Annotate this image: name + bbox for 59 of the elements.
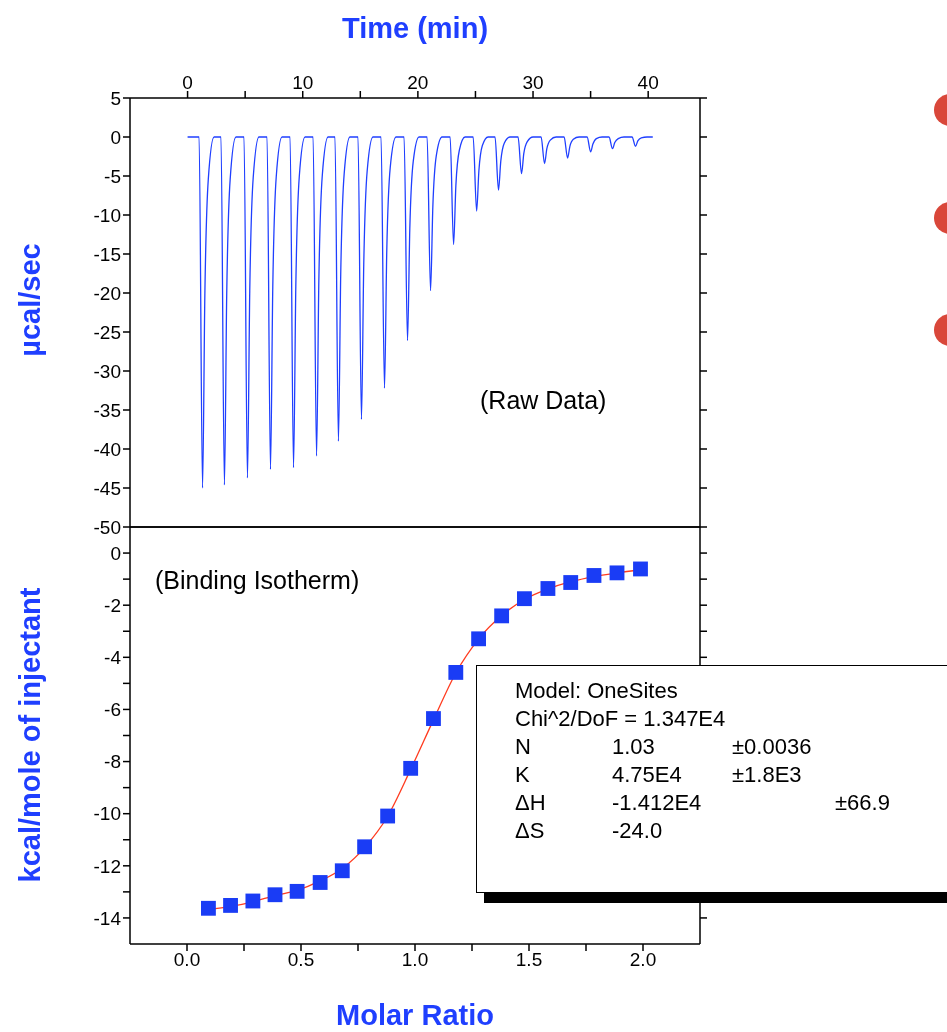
y-tick-label: -25 [93, 321, 121, 343]
x-tick-label: 40 [637, 72, 659, 93]
point [633, 561, 648, 577]
y-tick-label: -15 [93, 243, 121, 265]
y-tick-label: 0 [110, 542, 121, 564]
y-tick-label: -10 [93, 204, 121, 226]
annotation: (Raw Data) [480, 386, 607, 415]
point [403, 760, 419, 776]
x-tick-label: 2.0 [629, 949, 657, 971]
y-tick-label: -2 [104, 594, 121, 616]
y-tick-label: -4 [104, 647, 122, 669]
y-tick-label: -30 [93, 360, 121, 382]
x-tick-label: 30 [522, 72, 544, 93]
point [357, 839, 373, 855]
point [267, 887, 283, 903]
point [540, 581, 556, 596]
point [289, 883, 305, 899]
y-tick-label: -8 [104, 751, 121, 773]
point [494, 608, 510, 624]
x-tick-label: 0.0 [173, 949, 201, 971]
point [223, 898, 238, 913]
x-axis-title: Molar Ratio [335, 998, 495, 1032]
point [201, 900, 216, 916]
point [609, 565, 625, 581]
point [380, 808, 396, 824]
x-tick-label: 1.5 [515, 949, 543, 971]
y-tick-label: -12 [93, 855, 121, 877]
x-tick-label: 10 [292, 72, 314, 93]
annotation: Chi^2/DoF = 1.347E4 [515, 706, 726, 732]
y-tick-label: -10 [93, 803, 121, 825]
point [448, 665, 464, 680]
point [426, 711, 441, 726]
point [334, 863, 350, 879]
x-tick-label: 20 [407, 72, 429, 93]
annotation: (Binding Isotherm) [155, 566, 360, 595]
line-series [186, 136, 654, 489]
annotation: Model: OneSites [515, 678, 678, 704]
point [312, 875, 328, 890]
y-tick-label: -14 [93, 907, 122, 929]
y-tick-label: -40 [93, 438, 121, 460]
x-tick-label: 0.5 [287, 949, 315, 971]
point [245, 893, 261, 909]
y-tick-label: -50 [93, 516, 121, 538]
point [586, 568, 602, 583]
y-tick-label: -20 [93, 282, 121, 304]
point [471, 631, 487, 647]
y-tick-label: 5 [110, 87, 121, 109]
point [563, 575, 579, 590]
y-tick-label: -35 [93, 399, 121, 421]
y-tick-label: -45 [93, 477, 121, 499]
x-tick-label: 0 [182, 72, 193, 93]
y-tick-label: 0 [110, 126, 121, 148]
y-axis-title: kcal/mole of injectant [13, 586, 47, 885]
point [517, 591, 532, 607]
y-tick-label: -6 [104, 699, 121, 721]
x-axis-title: Time (min) [340, 11, 490, 46]
y-axis-title: µcal/sec [13, 242, 47, 359]
x-tick-label: 1.0 [401, 949, 429, 971]
y-tick-label: -5 [104, 165, 121, 187]
